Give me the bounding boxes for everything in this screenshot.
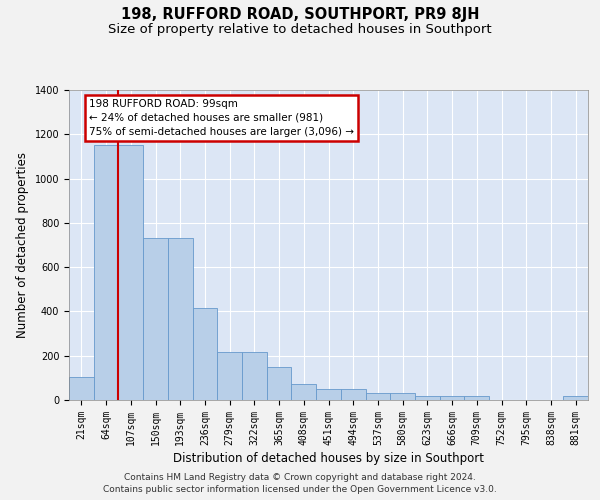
Bar	[242, 352, 267, 400]
Y-axis label: Number of detached properties: Number of detached properties	[16, 152, 29, 338]
Bar	[464, 396, 489, 400]
Text: 198, RUFFORD ROAD, SOUTHPORT, PR9 8JH: 198, RUFFORD ROAD, SOUTHPORT, PR9 8JH	[121, 8, 479, 22]
Bar	[440, 396, 464, 400]
Bar	[292, 384, 316, 400]
Bar	[217, 352, 242, 400]
Bar	[415, 396, 440, 400]
Bar	[267, 367, 292, 400]
Text: 198 RUFFORD ROAD: 99sqm
← 24% of detached houses are smaller (981)
75% of semi-d: 198 RUFFORD ROAD: 99sqm ← 24% of detache…	[89, 99, 354, 137]
Text: Size of property relative to detached houses in Southport: Size of property relative to detached ho…	[108, 22, 492, 36]
Bar	[143, 238, 168, 400]
Bar	[341, 390, 365, 400]
Bar	[118, 146, 143, 400]
Bar	[193, 308, 217, 400]
Bar	[168, 238, 193, 400]
Bar	[69, 377, 94, 400]
X-axis label: Distribution of detached houses by size in Southport: Distribution of detached houses by size …	[173, 452, 484, 465]
Bar	[390, 393, 415, 400]
Bar	[316, 390, 341, 400]
Text: Contains HM Land Registry data © Crown copyright and database right 2024.
Contai: Contains HM Land Registry data © Crown c…	[103, 472, 497, 494]
Bar	[365, 393, 390, 400]
Bar	[563, 396, 588, 400]
Bar	[94, 146, 118, 400]
